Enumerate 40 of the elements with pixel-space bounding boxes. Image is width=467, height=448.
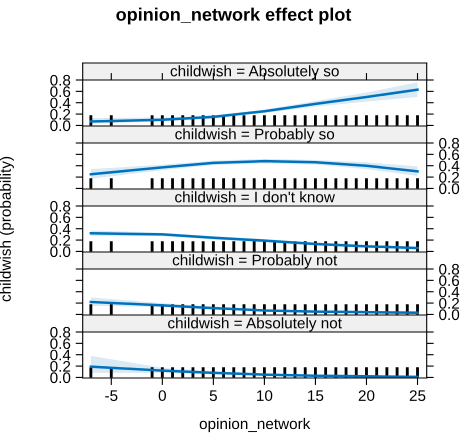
y-tick-label: 0.4 <box>50 98 70 108</box>
x-tick-label: 20 <box>358 390 374 402</box>
x-tick-label: -5 <box>105 390 118 402</box>
x-tick-label: 5 <box>210 390 217 402</box>
y-tick-label: 0.8 <box>50 326 70 338</box>
y2-tick-label: 0.8 <box>439 264 460 275</box>
y2-tick-label: 0.6 <box>439 149 460 160</box>
x-axis-title: opinion_network <box>200 418 310 432</box>
y-tick-label: 0.6 <box>50 86 70 98</box>
y-tick-label: 0.4 <box>50 224 70 234</box>
y2-tick-label: 0.4 <box>439 160 460 172</box>
y-tick-label: 0.0 <box>50 246 70 258</box>
y2-tick-label: 0.2 <box>439 172 459 183</box>
y-tick-label: 0.0 <box>50 120 70 132</box>
y2-tick-label: 0.0 <box>439 183 460 194</box>
y2-tick-label: 0.6 <box>439 275 460 286</box>
y-tick-label: 0.2 <box>50 108 70 120</box>
y2-tick-label: 0.4 <box>439 286 460 298</box>
chart-subtitle: childwish = I don't know <box>175 191 335 202</box>
chart-subtitle: childwish = Absolutely so <box>170 65 339 80</box>
y-axis-title: childwish (probability) <box>0 156 14 302</box>
x-tick-label: 15 <box>308 390 324 402</box>
y-tick-label: 0.8 <box>50 74 70 86</box>
y2-tick-label: 0.8 <box>439 138 460 149</box>
y-tick-label: 0.6 <box>50 338 70 350</box>
chart-title: opinion_network effect plot <box>116 8 352 24</box>
y-tick-label: 0.6 <box>50 212 70 224</box>
chart-subtitle: childwish = Probably so <box>175 128 334 142</box>
chart-subtitle: childwish = Absolutely not <box>168 317 342 332</box>
y2-tick-label: 0.0 <box>439 309 460 320</box>
x-tick-label: 10 <box>257 390 272 402</box>
y-tick-label: 0.8 <box>50 200 70 212</box>
x-tick-label: 25 <box>410 390 426 402</box>
y-tick-label: 0.2 <box>50 234 70 246</box>
chart-subtitle: childwish = Probably not <box>172 254 338 268</box>
y2-tick-label: 0.2 <box>439 298 459 309</box>
y-tick-label: 0.0 <box>50 372 70 384</box>
y-tick-label: 0.4 <box>50 350 70 360</box>
x-tick-label: 0 <box>158 390 166 402</box>
y-tick-label: 0.2 <box>50 360 70 372</box>
